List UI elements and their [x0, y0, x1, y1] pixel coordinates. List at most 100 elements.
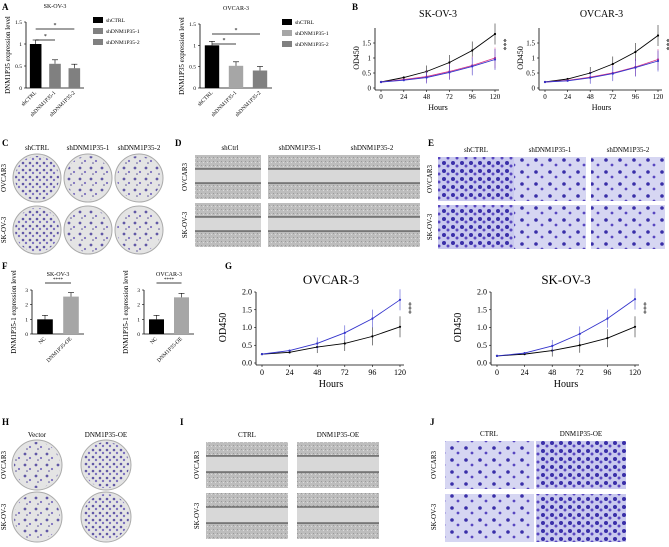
row-label-J-1: SK-OV-3 — [430, 503, 438, 530]
column-label-H-0: Vector — [28, 431, 47, 439]
x-tick-label: 0 — [543, 93, 547, 101]
panel-letter-H: H — [2, 417, 9, 427]
legend-entry-shDNM1P35-2: shDNM1P35-2 — [295, 42, 329, 48]
series-line-1 — [261, 299, 401, 355]
y-axis-label: DNM1P35-1 expression level — [122, 270, 130, 354]
transwell-image — [536, 441, 626, 489]
column-label-I-0: CTRL — [238, 431, 256, 439]
series-point — [543, 80, 547, 84]
significance-mark: **** — [53, 278, 64, 283]
x-axis-label: Hours — [592, 103, 612, 112]
x-tick-label: 48 — [423, 93, 431, 101]
significance-mark: * — [235, 28, 238, 34]
colony-stain — [83, 494, 129, 540]
series-line-0 — [261, 326, 401, 355]
y-tick-label: 1 — [19, 42, 22, 48]
bar-shDNM1P35-1 — [49, 63, 61, 88]
x-tick-label: 48 — [587, 93, 595, 101]
wound-gap — [206, 456, 288, 472]
x-tick-label: 72 — [341, 368, 349, 377]
y-tick-label: 1 — [193, 43, 196, 49]
wound-gap — [195, 169, 261, 183]
bar-shCTRL — [204, 45, 220, 88]
series-point — [288, 351, 291, 354]
x-tick-label: 72 — [446, 93, 454, 101]
colony-stain — [14, 494, 60, 540]
row-label-C-0: OVCAR3 — [0, 164, 8, 193]
legend-swatch — [93, 39, 103, 45]
x-tick-label-shDNM1P35-2: shDNM1P35-2 — [234, 90, 262, 118]
y-tick-label: 2.0 — [477, 288, 487, 297]
colony-stain — [15, 156, 59, 200]
y-tick-label: 0 — [193, 86, 196, 92]
y-tick-label: 2.0 — [242, 288, 252, 297]
y-tick-label: 1.0 — [477, 323, 487, 332]
colony-stain — [117, 156, 161, 200]
y-tick-label: 0 — [368, 85, 372, 93]
series-line-0 — [380, 33, 496, 83]
series-point — [566, 79, 569, 82]
row-label-J-0: OVCAR3 — [430, 451, 438, 480]
y-tick-label: 0.5 — [477, 341, 487, 350]
series-line-1 — [380, 57, 496, 83]
row-label-H-1: SK-OV-3 — [0, 503, 8, 530]
y-tick-label: 1.5 — [362, 40, 371, 48]
y-tick-label: 1 — [532, 55, 536, 63]
transwell-image — [445, 494, 534, 542]
line-chart-G1: 0.0 0.5 1.0 1.5 2.0 0 24 48 72 96 120 Hours OD450 OVC… — [218, 272, 413, 390]
x-tick-label: 96 — [603, 368, 611, 377]
row-label-D-1: SK-OV-3 — [181, 211, 189, 238]
column-label-D-0: shCtrl — [221, 144, 238, 152]
series-line-2 — [544, 60, 659, 83]
panel-letter-B: B — [352, 2, 358, 12]
bar-shCTRL — [29, 44, 42, 88]
line-chart-B2: 0 0.5 1 1.5 0 24 48 72 96 120 Hours OD450 OVCAR-3 *** — [516, 9, 669, 112]
y-tick-label: 0 — [137, 332, 140, 338]
y-tick-label: 2 — [137, 303, 140, 309]
wound-gap — [341, 169, 420, 183]
bar-DNM1P35-OE — [174, 297, 189, 334]
bar-chart-F1: 0 1 2 3 DNM1P35-1 expression level SK-OV-3 NCD… — [10, 270, 84, 364]
transwell-image — [591, 205, 665, 249]
x-tick-label: 96 — [469, 93, 477, 101]
y-tick-label: 0.5 — [15, 64, 22, 70]
column-label-D-2: shDNM1P35-2 — [351, 144, 394, 152]
column-label-E-0: shCTRL — [464, 146, 488, 154]
x-tick-label: 24 — [286, 368, 294, 377]
y-tick-label: 0.5 — [242, 341, 252, 350]
chart-title: OVCAR-3 — [156, 272, 182, 278]
y-tick-label: 1.5 — [189, 22, 196, 28]
row-label-C-1: SK-OV-3 — [0, 216, 8, 243]
series-point — [495, 354, 499, 357]
bar-shDNM1P35-2 — [252, 70, 268, 88]
colony-stain — [15, 208, 59, 252]
x-tick-label: 120 — [394, 368, 406, 377]
x-tick-label-DNM1P35-OE: DNM1P35-OE — [46, 336, 74, 364]
series-point — [260, 353, 264, 356]
chart-title: SK-OV-3 — [44, 4, 67, 10]
row-label-I-0: OVCAR3 — [193, 451, 201, 480]
series-point — [379, 80, 383, 84]
x-tick-label-NC: NC — [149, 336, 159, 346]
column-label-C-2: shDNM1P35-2 — [118, 144, 161, 152]
x-axis-label: Hours — [319, 379, 344, 390]
panel-letter-J: J — [430, 417, 435, 427]
column-label-D-1: shDNM1P35-1 — [279, 144, 322, 152]
chart-title: SK-OV-3 — [47, 272, 70, 278]
significance-mark: * — [54, 23, 57, 29]
x-tick-label: 96 — [632, 93, 640, 101]
line-chart-G2: 0.0 0.5 1.0 1.5 2.0 0 24 48 72 96 120 Hours OD450 SK-… — [453, 272, 648, 390]
legend-swatch — [282, 19, 292, 25]
colony-stain — [66, 208, 110, 252]
y-axis-label: OD450 — [352, 46, 361, 70]
wound-gap — [206, 507, 288, 523]
y-tick-label: 3 — [137, 288, 140, 294]
x-tick-label: 24 — [521, 368, 529, 377]
transwell-image — [445, 441, 534, 489]
legend-entry-shCTRL: shCTRL — [106, 18, 126, 24]
chart-title: SK-OV-3 — [419, 9, 457, 20]
line-chart-B1: 0 0.5 1 1.5 0 24 48 72 96 120 Hours OD450 SK-OV-3 *** — [352, 9, 508, 112]
x-tick-label: 120 — [629, 368, 641, 377]
y-axis-label: OD450 — [453, 313, 464, 342]
